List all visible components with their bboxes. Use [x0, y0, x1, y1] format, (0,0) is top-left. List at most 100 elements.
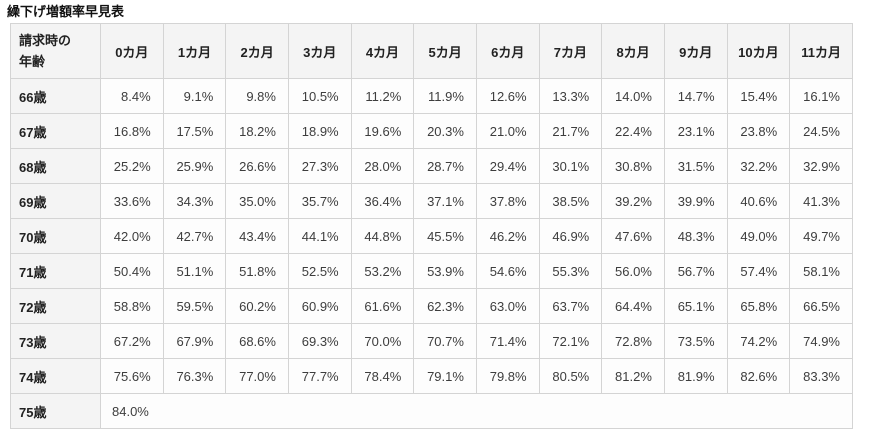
rate-value: 23.8%	[726, 113, 791, 149]
rate-value: 69.3%	[287, 323, 352, 359]
rate-value: 36.4%	[350, 183, 415, 219]
rate-value: 44.8%	[350, 218, 415, 254]
month-header-9: 9カ月	[663, 23, 728, 79]
month-header-7: 7カ月	[538, 23, 603, 79]
rate-value: 30.8%	[601, 148, 665, 184]
rate-value: 60.2%	[225, 288, 289, 324]
age-label: 72歳	[10, 288, 101, 324]
rate-value: 46.2%	[475, 218, 540, 254]
rate-value: 50.4%	[100, 253, 164, 289]
rate-value: 25.9%	[162, 148, 227, 184]
rate-value: 56.7%	[663, 253, 728, 289]
table-header: 請求時の 年齢 0カ月 1カ月 2カ月 3カ月 4カ月 5カ月 6カ月 7カ月 8カ月 9カ月 10カ…	[10, 23, 853, 79]
rate-value: 83.3%	[789, 358, 853, 394]
corner-header-claim-age: 請求時の 年齢	[10, 23, 101, 79]
rate-value: 21.7%	[538, 113, 603, 149]
rate-value: 64.4%	[601, 288, 665, 324]
rate-value: 27.3%	[287, 148, 352, 184]
rate-value: 67.2%	[100, 323, 164, 359]
rate-value: 56.0%	[601, 253, 665, 289]
rate-value: 49.7%	[789, 218, 853, 254]
rate-value: 24.5%	[789, 113, 853, 149]
rate-value: 58.1%	[789, 253, 853, 289]
rate-value: 75.6%	[100, 358, 164, 394]
rate-value: 8.4%	[100, 78, 164, 114]
table-body: 66歳 8.4% 9.1% 9.8% 10.5% 11.2% 11.9% 12.6% 13.3%…	[10, 78, 853, 429]
age-label: 68歳	[10, 148, 101, 184]
rate-value: 70.7%	[413, 323, 477, 359]
rate-value: 51.1%	[162, 253, 227, 289]
age-label: 66歳	[10, 78, 101, 114]
page: 繰下げ増額率早見表 請求時の 年齢 0カ月 1カ月 2カ月 3カ月 4カ月 5カ月 6カ月 7カ…	[0, 4, 870, 429]
rate-value: 46.9%	[538, 218, 603, 254]
rate-value: 63.0%	[475, 288, 540, 324]
age-label: 73歳	[10, 323, 101, 359]
rate-value: 78.4%	[350, 358, 415, 394]
rate-value: 77.7%	[287, 358, 352, 394]
month-header-0: 0カ月	[100, 23, 164, 79]
rate-value: 32.2%	[726, 148, 791, 184]
rate-value: 43.4%	[225, 218, 289, 254]
rate-value: 81.2%	[601, 358, 665, 394]
rate-value: 62.3%	[413, 288, 477, 324]
month-header-4: 4カ月	[350, 23, 415, 79]
rate-value: 9.8%	[225, 78, 289, 114]
rate-value: 67.9%	[162, 323, 227, 359]
rate-value: 15.4%	[726, 78, 791, 114]
rate-value: 13.3%	[538, 78, 603, 114]
rate-value: 74.2%	[726, 323, 791, 359]
rate-value: 55.3%	[538, 253, 603, 289]
rate-value: 72.1%	[538, 323, 603, 359]
rate-value: 52.5%	[287, 253, 352, 289]
rate-value: 25.2%	[100, 148, 164, 184]
rate-value: 38.5%	[538, 183, 603, 219]
rate-value: 31.5%	[663, 148, 728, 184]
month-header-8: 8カ月	[601, 23, 665, 79]
rate-value: 71.4%	[475, 323, 540, 359]
table-row: 75歳 84.0%	[10, 393, 853, 429]
rate-value: 41.3%	[789, 183, 853, 219]
rate-value: 48.3%	[663, 218, 728, 254]
rate-value: 37.1%	[413, 183, 477, 219]
rate-value: 32.9%	[789, 148, 853, 184]
table-row: 68歳 25.2% 25.9% 26.6% 27.3% 28.0% 28.7% 29.4% 30…	[10, 148, 853, 184]
rate-value: 58.8%	[100, 288, 164, 324]
rate-value: 16.1%	[789, 78, 853, 114]
rate-value: 42.0%	[100, 218, 164, 254]
rate-value: 76.3%	[162, 358, 227, 394]
rate-value: 23.1%	[663, 113, 728, 149]
rate-value: 79.8%	[475, 358, 540, 394]
rate-value: 42.7%	[162, 218, 227, 254]
age-label: 67歳	[10, 113, 101, 149]
rate-value: 53.9%	[413, 253, 477, 289]
rate-value: 34.3%	[162, 183, 227, 219]
rate-value: 49.0%	[726, 218, 791, 254]
rate-value: 33.6%	[100, 183, 164, 219]
rate-value: 39.2%	[601, 183, 665, 219]
rate-value: 28.0%	[350, 148, 415, 184]
rate-value: 37.8%	[475, 183, 540, 219]
rate-value: 39.9%	[663, 183, 728, 219]
rate-value: 28.7%	[413, 148, 477, 184]
rate-value: 44.1%	[287, 218, 352, 254]
rate-value: 12.6%	[475, 78, 540, 114]
month-header-10: 10カ月	[726, 23, 791, 79]
rate-value: 81.9%	[663, 358, 728, 394]
rate-value: 19.6%	[350, 113, 415, 149]
table-row: 73歳 67.2% 67.9% 68.6% 69.3% 70.0% 70.7% 71.4% 72…	[10, 323, 853, 359]
rate-value: 65.1%	[663, 288, 728, 324]
month-header-3: 3カ月	[287, 23, 352, 79]
month-header-11: 11カ月	[789, 23, 853, 79]
table-row: 72歳 58.8% 59.5% 60.2% 60.9% 61.6% 62.3% 63.0% 63…	[10, 288, 853, 324]
rate-value: 29.4%	[475, 148, 540, 184]
month-header-5: 5カ月	[413, 23, 477, 79]
rate-value: 51.8%	[225, 253, 289, 289]
month-header-2: 2カ月	[225, 23, 289, 79]
deferral-increase-rate-table: 請求時の 年齢 0カ月 1カ月 2カ月 3カ月 4カ月 5カ月 6カ月 7カ月 8カ月 9カ月 10カ…	[10, 23, 853, 429]
rate-value: 45.5%	[413, 218, 477, 254]
rate-value: 53.2%	[350, 253, 415, 289]
table-row: 74歳 75.6% 76.3% 77.0% 77.7% 78.4% 79.1% 79.8% 80…	[10, 358, 853, 394]
age-label: 75歳	[10, 393, 101, 429]
month-header-6: 6カ月	[475, 23, 540, 79]
rate-value: 10.5%	[287, 78, 352, 114]
